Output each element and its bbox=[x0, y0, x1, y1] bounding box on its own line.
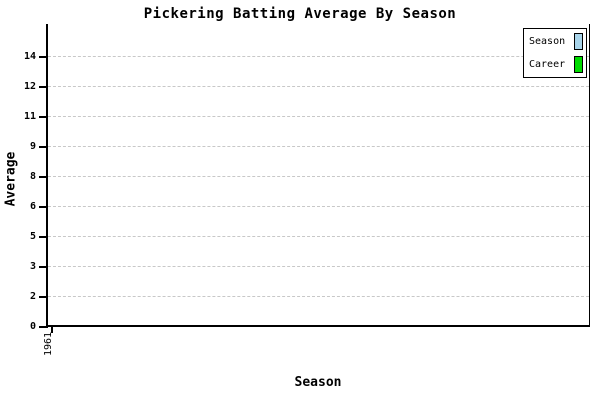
y-axis-tick bbox=[39, 236, 48, 238]
legend-label: Career bbox=[529, 58, 566, 70]
gridlines-layer bbox=[48, 24, 589, 325]
chart-title: Pickering Batting Average By Season bbox=[143, 6, 457, 22]
y-axis-tick-label: 0 bbox=[29, 321, 36, 332]
gridline bbox=[48, 176, 589, 177]
gridline bbox=[48, 296, 589, 297]
y-axis-tick-label: 11 bbox=[23, 111, 36, 122]
gridline bbox=[48, 146, 589, 147]
gridline bbox=[48, 236, 589, 237]
y-axis-tick-label: 5 bbox=[29, 231, 36, 242]
y-axis-tick bbox=[39, 296, 48, 298]
legend-label: Season bbox=[529, 35, 566, 47]
y-axis-tick-label: 2 bbox=[29, 291, 36, 302]
gridline bbox=[48, 206, 589, 207]
y-axis-tick-label: 9 bbox=[29, 141, 36, 152]
legend-swatch bbox=[574, 56, 583, 73]
legend-item: Season bbox=[524, 30, 586, 53]
y-axis-tick-label: 3 bbox=[29, 261, 36, 272]
y-axis-tick bbox=[39, 116, 48, 118]
gridline bbox=[48, 266, 589, 267]
legend: Season Career bbox=[523, 28, 587, 78]
y-axis-tick-label: 12 bbox=[23, 81, 36, 92]
y-axis-tick bbox=[39, 146, 48, 148]
plot-area bbox=[46, 24, 590, 327]
gridline bbox=[48, 116, 589, 117]
y-axis-tick bbox=[39, 176, 48, 178]
y-axis-tick-label: 8 bbox=[29, 171, 36, 182]
gridline bbox=[48, 86, 589, 87]
gridline bbox=[48, 56, 589, 57]
x-axis-tick bbox=[51, 327, 53, 333]
y-axis-tick bbox=[39, 326, 48, 328]
legend-swatch bbox=[574, 33, 583, 50]
y-axis-tick bbox=[39, 206, 48, 208]
legend-item: Career bbox=[524, 53, 586, 76]
y-axis-tick-label: 6 bbox=[29, 201, 36, 212]
y-axis-tick bbox=[39, 266, 48, 268]
x-axis-title: Season bbox=[294, 375, 342, 390]
y-axis-tick bbox=[39, 56, 48, 58]
y-axis-tick-label: 14 bbox=[23, 51, 36, 62]
x-axis-tick-label: 1961 bbox=[43, 331, 54, 357]
y-axis-tick bbox=[39, 86, 48, 88]
